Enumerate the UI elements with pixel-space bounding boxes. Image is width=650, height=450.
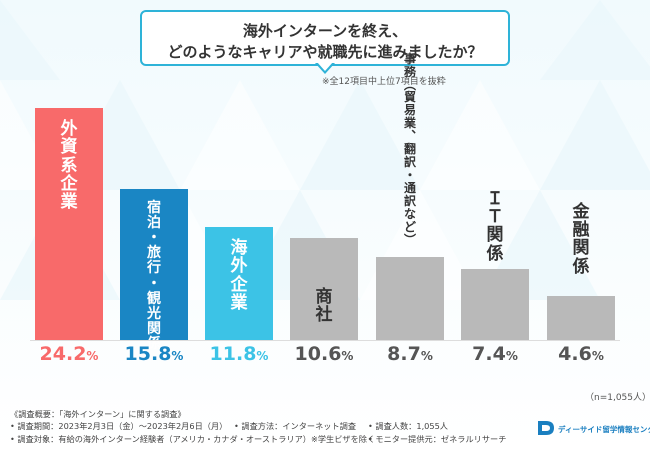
- bar-label-5: 事務 ︵ 貿易業 ︑ 翻訳・通訳など ︶: [395, 53, 425, 247]
- value-unit-1: %: [86, 349, 98, 363]
- value-number-2: 15.8: [125, 343, 172, 365]
- value-number-5: 8.7: [387, 343, 421, 365]
- selection-note: ※全12項目中上位7項目を抜粋: [322, 74, 446, 87]
- value-number-7: 4.6: [558, 343, 592, 365]
- monitor-provider: • モニター提供元：ゼネラルリサーチ: [368, 433, 506, 445]
- value-number-4: 10.6: [295, 343, 342, 365]
- value-unit-7: %: [592, 349, 604, 363]
- value-label-6: 7.4%: [455, 343, 535, 365]
- bar-7: [547, 296, 615, 340]
- value-label-5: 8.7%: [370, 343, 450, 365]
- x-axis-baseline: [30, 340, 620, 341]
- chart-frame: 海外インターンを終え、 どのようなキャリアや就職先に進みましたか？ ※全12項目…: [0, 0, 650, 450]
- survey-period: • 調査期間：2023年2月3日（金）～2023年2月6日（月）: [10, 420, 227, 432]
- title-pointer-inner: [317, 62, 333, 71]
- sample-size: （n=1,055人）: [585, 390, 650, 403]
- value-unit-3: %: [256, 349, 268, 363]
- bar-6: [461, 269, 529, 340]
- survey-method: • 調査方法：インターネット調査: [234, 420, 356, 432]
- logo-icon: [536, 419, 556, 437]
- bar-5: [376, 257, 444, 340]
- logo-text: ディーサイド留学情報センター: [558, 424, 650, 435]
- survey-respondents: • 調査人数：1,055人: [368, 420, 448, 432]
- value-label-3: 11.8%: [199, 343, 279, 365]
- value-unit-6: %: [506, 349, 518, 363]
- chart-title-line-1: 海外インターンを終え、: [142, 20, 508, 41]
- bar-label-7: 金融関係: [566, 203, 596, 276]
- chart-title-line-2: どのようなキャリアや就職先に進みましたか？: [142, 41, 508, 62]
- value-number-6: 7.4: [472, 343, 506, 365]
- survey-target: • 調査対象：有給の海外インターン経験者（アメリカ・カナダ・オーストラリア）※学…: [10, 433, 375, 445]
- value-number-3: 11.8: [210, 343, 257, 365]
- title-box: 海外インターンを終え、 どのようなキャリアや就職先に進みましたか？: [140, 10, 510, 66]
- bar-label-1: 外資系企業: [54, 120, 84, 212]
- value-label-7: 4.6%: [541, 343, 621, 365]
- bar-label-4: 商社: [309, 288, 339, 325]
- value-unit-4: %: [341, 349, 353, 363]
- value-number-1: 24.2: [40, 343, 87, 365]
- bar-label-2: 宿泊・旅行・観光関係: [139, 201, 169, 352]
- value-unit-5: %: [421, 349, 433, 363]
- value-label-1: 24.2%: [29, 343, 109, 365]
- value-unit-2: %: [171, 349, 183, 363]
- value-label-4: 10.6%: [284, 343, 364, 365]
- bar-label-3: 海外企業: [224, 239, 254, 312]
- survey-overview: 《調査概要：「海外インターン」に関する調査》: [10, 408, 186, 420]
- value-label-2: 15.8%: [114, 343, 194, 365]
